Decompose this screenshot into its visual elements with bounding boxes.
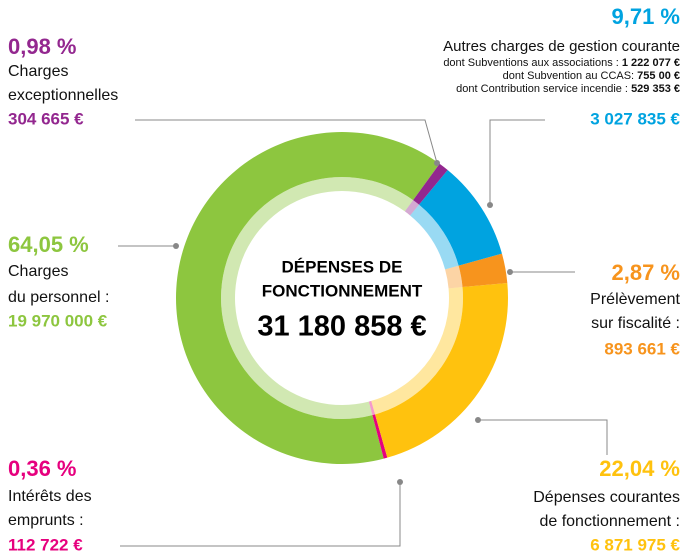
detail-line: dont Contribution service incendie : 529… bbox=[456, 83, 680, 95]
leader-dot bbox=[397, 479, 403, 485]
percent-label: 9,71 % bbox=[612, 4, 681, 29]
percent-label: 64,05 % bbox=[8, 232, 89, 257]
category-label: Charges bbox=[8, 263, 68, 280]
category-label: du personnel : bbox=[8, 289, 109, 306]
leader-dot bbox=[507, 269, 513, 275]
donut-inner-ring bbox=[371, 287, 464, 415]
detail-line: dont Subvention au CCAS: 755 00 € bbox=[503, 70, 680, 82]
donut-segment bbox=[419, 169, 502, 266]
donut-inner-ring bbox=[410, 204, 459, 270]
detail-text: dont Contribution service incendie : bbox=[456, 83, 631, 95]
leader-line bbox=[135, 119, 438, 164]
donut-inner-ring bbox=[368, 400, 376, 416]
detail-amount: 529 353 € bbox=[631, 83, 680, 95]
category-label: Prélèvement bbox=[590, 291, 680, 308]
donut-segment bbox=[372, 414, 388, 459]
category-label: sur fiscalité : bbox=[591, 315, 680, 332]
leader-dot bbox=[487, 202, 493, 208]
amount-label: 6 871 975 € bbox=[590, 535, 680, 554]
category-label: de fonctionnement : bbox=[539, 513, 680, 530]
category-label: Charges bbox=[8, 63, 68, 80]
donut-segment bbox=[375, 282, 508, 458]
donut-segment bbox=[458, 253, 508, 288]
amount-label: 3 027 835 € bbox=[590, 109, 680, 128]
percent-label: 22,04 % bbox=[599, 456, 680, 481]
donut-inner-ring bbox=[404, 200, 420, 216]
category-label: emprunts : bbox=[8, 512, 84, 529]
center-title: FONCTIONNEMENT bbox=[262, 281, 423, 300]
detail-line: dont Subventions aux associations : 1 22… bbox=[443, 57, 680, 69]
percent-label: 0,98 % bbox=[8, 34, 77, 59]
amount-label: 19 970 000 € bbox=[8, 311, 108, 330]
leader-line bbox=[478, 419, 608, 455]
center-title: DÉPENSES DE bbox=[282, 257, 403, 276]
center-total: 31 180 858 € bbox=[257, 311, 426, 343]
leader-line bbox=[120, 482, 401, 547]
category-label: exceptionnelles bbox=[8, 87, 118, 104]
percent-label: 0,36 % bbox=[8, 456, 77, 481]
category-label: Intérêts des bbox=[8, 488, 92, 505]
donut-segment bbox=[413, 163, 448, 205]
category-label: Autres charges de gestion courante bbox=[443, 38, 680, 55]
detail-amount: 755 00 € bbox=[637, 70, 680, 82]
amount-label: 893 661 € bbox=[604, 339, 680, 358]
amount-label: 304 665 € bbox=[8, 109, 84, 128]
detail-text: dont Subventions aux associations : bbox=[443, 57, 622, 69]
leader-dot bbox=[434, 160, 440, 166]
donut-inner-ring bbox=[445, 265, 463, 289]
amount-label: 112 722 € bbox=[8, 535, 83, 554]
percent-label: 2,87 % bbox=[612, 260, 681, 285]
leader-dot bbox=[475, 417, 481, 423]
leader-line bbox=[489, 119, 545, 205]
donut-inner-ring bbox=[220, 177, 414, 419]
detail-text: dont Subvention au CCAS: bbox=[503, 70, 638, 82]
leader-dot bbox=[173, 243, 179, 249]
donut-segment bbox=[175, 132, 440, 464]
category-label: Dépenses courantes bbox=[533, 489, 680, 506]
detail-amount: 1 222 077 € bbox=[622, 57, 680, 69]
